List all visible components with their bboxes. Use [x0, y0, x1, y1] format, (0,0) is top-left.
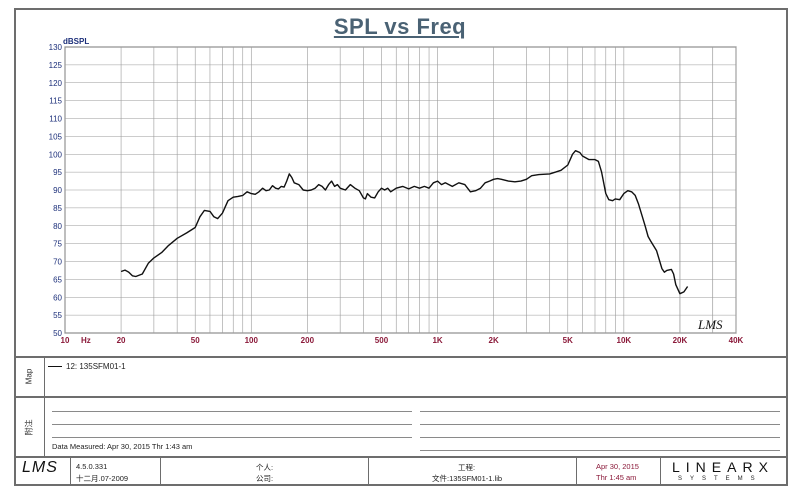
y-tick-label: 90 [53, 186, 62, 195]
x-unit-label: Hz [81, 336, 91, 345]
notes-line [52, 411, 412, 412]
x-tick-label: 20 [117, 336, 126, 345]
notes-line [420, 411, 780, 412]
legend-entry: 12: 135SFM01-1 [66, 362, 126, 371]
map-label: Map [24, 368, 34, 385]
y-tick-label: 55 [53, 311, 62, 320]
y-axis-label: dBSPL [63, 37, 89, 46]
legend-swatch [48, 366, 62, 368]
y-tick-label: 115 [49, 97, 62, 106]
x-tick-label: 100 [245, 336, 259, 345]
y-tick-label: 65 [53, 275, 62, 284]
lms-watermark: LMS [697, 317, 723, 332]
y-tick-label: 105 [49, 132, 63, 141]
y-tick-label: 50 [53, 329, 62, 338]
x-tick-label: 10 [61, 336, 70, 345]
notes-line [420, 424, 780, 425]
notes-label: 附注 [24, 419, 34, 436]
brand-name: LINEARX [672, 459, 774, 475]
notes-line [52, 437, 412, 438]
y-tick-label: 120 [49, 79, 63, 88]
footer-cell-divider [160, 458, 161, 486]
project-label: 工程: [458, 463, 476, 472]
x-tick-label: 50 [191, 336, 200, 345]
notes-line [52, 424, 412, 425]
chart-title: SPL vs Freq [333, 14, 467, 39]
x-tick-label: 2K [489, 336, 499, 345]
x-tick-label: 1K [432, 336, 442, 345]
notes-line [420, 437, 780, 438]
legend: 12: 135SFM01-1 [48, 362, 126, 371]
x-tick-label: 200 [301, 336, 315, 345]
person-label: 个人: [256, 463, 274, 472]
y-tick-label: 75 [53, 240, 62, 249]
footer-cell-divider [70, 458, 71, 486]
footer-date: Apr 30, 2015 [596, 462, 639, 471]
side-label-divider [44, 356, 45, 456]
file-label: 文件:135SFM01-1.lib [432, 474, 503, 483]
y-tick-label: 85 [53, 204, 62, 213]
footer-divider [14, 456, 788, 458]
notes-line [420, 450, 780, 451]
footer-time: Thr 1:45 am [596, 473, 637, 482]
footer-cell-divider [576, 458, 577, 486]
y-tick-label: 130 [49, 43, 63, 52]
company-label: 公司: [256, 474, 274, 483]
y-tick-label: 125 [49, 61, 63, 70]
version-date: 十二月.07-2009 [76, 474, 129, 483]
x-tick-label: 10K [617, 336, 632, 345]
y-tick-label: 100 [49, 150, 63, 159]
legend-divider [14, 356, 788, 358]
y-tick-label: 95 [53, 168, 62, 177]
footer-cell-divider [660, 458, 661, 486]
y-tick-label: 80 [53, 222, 62, 231]
version: 4.5.0.331 [76, 462, 108, 471]
x-tick-label: 5K [563, 336, 573, 345]
y-tick-label: 60 [53, 293, 62, 302]
y-tick-label: 110 [49, 115, 62, 124]
x-tick-label: 20K [673, 336, 688, 345]
y-tick-label: 70 [53, 258, 62, 267]
x-tick-label: 500 [375, 336, 389, 345]
brand-subtitle: SYSTEMS [678, 476, 763, 482]
lms-logo: LMS [22, 459, 58, 476]
x-tick-label: 40K [729, 336, 744, 345]
spl-response-line [120, 150, 689, 295]
notes-divider [14, 396, 788, 398]
data-measured: Data Measured: Apr 30, 2015 Thr 1:43 am [52, 442, 193, 451]
footer-cell-divider [368, 458, 369, 486]
